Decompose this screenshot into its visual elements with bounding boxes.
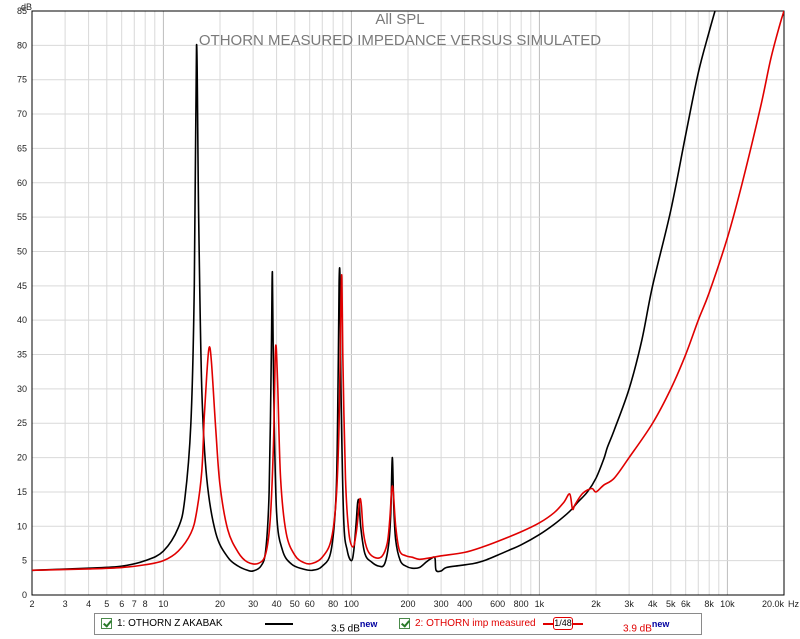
x-tick-label: 10k — [720, 599, 735, 609]
series-layer — [32, 11, 784, 573]
chart-title: All SPL — [375, 11, 424, 28]
series-2-checkbox[interactable] — [399, 618, 410, 629]
y-tick-label: 0 — [22, 590, 27, 600]
x-tick-label: 50 — [290, 599, 300, 609]
y-tick-label: 70 — [17, 109, 27, 119]
series-1-swatch — [265, 623, 293, 625]
x-tick-label: 6 — [119, 599, 124, 609]
x-tick-label: 1k — [535, 599, 545, 609]
x-tick-label: 100 — [344, 599, 359, 609]
x-tick-label: 3 — [63, 599, 68, 609]
x-tick-label: 5k — [666, 599, 676, 609]
series-1-new-badge: new — [359, 619, 378, 629]
y-tick-label: 75 — [17, 75, 27, 85]
y-tick-label: 25 — [17, 418, 27, 428]
y-tick-label: 20 — [17, 453, 27, 463]
y-tick-label: 80 — [17, 40, 27, 50]
x-tick-label: 3k — [624, 599, 634, 609]
series-1-label: 1: OTHORN Z AKABAK — [117, 618, 223, 629]
x-tick-label: 300 — [434, 599, 449, 609]
x-tick-label: 60 — [305, 599, 315, 609]
grid — [31, 10, 785, 596]
x-tick-label: 40 — [272, 599, 282, 609]
x-tick-label: 7 — [132, 599, 137, 609]
y-tick-label: 65 — [17, 143, 27, 153]
x-tick-label: 4k — [648, 599, 658, 609]
smoothing-box[interactable]: 1/48 — [553, 617, 573, 630]
series-2-new-badge: new — [651, 619, 670, 629]
y-axis: 0 5 10 15 20 25 30 35 40 45 50 55 60 65 70 75 80 85 — [17, 6, 27, 600]
y-tick-label: 15 — [17, 487, 27, 497]
series-2-offset: 3.9 dBnew — [623, 614, 669, 639]
x-tick-label: 8 — [143, 599, 148, 609]
x-tick-label: 4 — [86, 599, 91, 609]
x-tick-label: 600 — [490, 599, 505, 609]
plot-area — [31, 10, 785, 596]
y-tick-label: 5 — [22, 556, 27, 566]
x-unit-label: Hz — [788, 599, 799, 609]
x-tick-label: 80 — [328, 599, 338, 609]
x-tick-label: 400 — [457, 599, 472, 609]
x-tick-label: 200 — [400, 599, 415, 609]
chart-subtitle: OTHORN MEASURED IMPEDANCE VERSUS SIMULAT… — [199, 32, 601, 49]
x-tick-label: 10 — [158, 599, 168, 609]
y-tick-label: 30 — [17, 384, 27, 394]
y-tick-label: 10 — [17, 521, 27, 531]
x-axis: 2 3 4 5 6 7 8 10 20 30 40 50 60 80 100 200 300 400 600 800 1… — [29, 599, 784, 609]
y-tick-label: 40 — [17, 315, 27, 325]
x-tick-label: 2k — [591, 599, 601, 609]
series-2-label: 2: OTHORN imp measured — [415, 618, 536, 629]
x-tick-label: 8k — [704, 599, 714, 609]
series-1-offset-value: 3.5 dB — [331, 623, 360, 635]
y-tick-label: 60 — [17, 178, 27, 188]
y-unit-label: dB — [21, 2, 32, 12]
x-tick-label: 5 — [104, 599, 109, 609]
legend-item-1: 1: OTHORN Z AKABAK 3.5 dBnew — [101, 614, 381, 634]
series-1-line — [32, 11, 716, 573]
series-2-offset-value: 3.9 dB — [623, 623, 652, 635]
x-tick-label: 6k — [681, 599, 691, 609]
x-tick-label: 20 — [215, 599, 225, 609]
legend-item-2: 2: OTHORN imp measured 1/48 3.9 dBnew — [399, 614, 699, 634]
series-1-checkbox[interactable] — [101, 618, 112, 629]
y-tick-label: 85 — [17, 6, 27, 16]
x-tick-label: 20.0k — [762, 599, 785, 609]
x-tick-label: 2 — [29, 599, 34, 609]
y-tick-label: 50 — [17, 246, 27, 256]
x-tick-label: 800 — [514, 599, 529, 609]
y-tick-label: 55 — [17, 212, 27, 222]
series-1-offset: 3.5 dBnew — [331, 614, 377, 639]
legend: 1: OTHORN Z AKABAK 3.5 dBnew 2: OTHORN i… — [94, 613, 702, 635]
y-tick-label: 45 — [17, 281, 27, 291]
y-tick-label: 35 — [17, 350, 27, 360]
series-2-line — [32, 11, 784, 572]
x-tick-label: 30 — [248, 599, 258, 609]
